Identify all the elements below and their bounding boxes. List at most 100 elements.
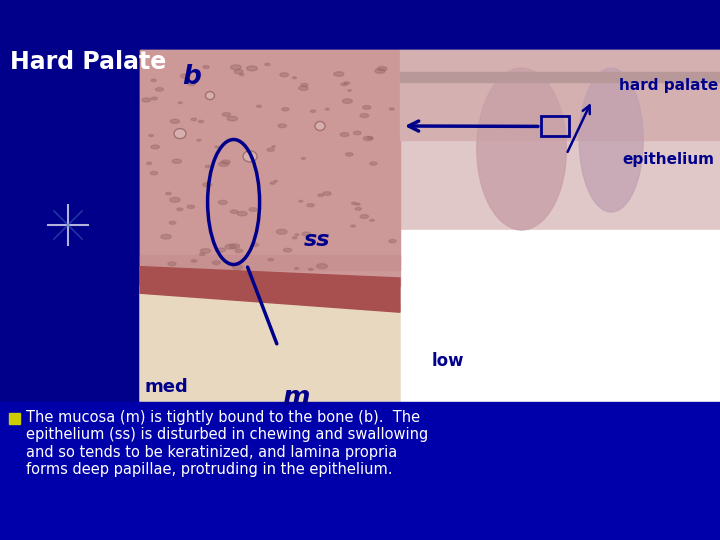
Ellipse shape (147, 162, 152, 165)
Ellipse shape (225, 244, 235, 249)
Ellipse shape (325, 109, 329, 110)
Polygon shape (140, 267, 400, 312)
Ellipse shape (200, 248, 210, 253)
Ellipse shape (348, 90, 351, 91)
Ellipse shape (156, 87, 163, 91)
Ellipse shape (265, 63, 270, 65)
Ellipse shape (354, 131, 361, 134)
Ellipse shape (268, 259, 274, 261)
Ellipse shape (169, 221, 176, 224)
Ellipse shape (302, 232, 310, 236)
Ellipse shape (276, 230, 287, 234)
Text: b: b (183, 64, 202, 90)
Ellipse shape (299, 86, 308, 90)
Ellipse shape (142, 98, 150, 102)
Text: hard palate: hard palate (618, 78, 718, 93)
Ellipse shape (166, 192, 171, 195)
Bar (140, 50, 400, 271)
Ellipse shape (302, 158, 305, 159)
Ellipse shape (271, 146, 275, 147)
Text: Maxilla: Maxilla (626, 15, 698, 33)
Ellipse shape (249, 208, 257, 211)
Ellipse shape (187, 205, 194, 208)
Bar (400, 50, 720, 230)
Ellipse shape (234, 70, 243, 74)
Ellipse shape (323, 192, 331, 195)
Ellipse shape (199, 253, 205, 255)
Ellipse shape (280, 73, 289, 77)
Text: ss: ss (304, 230, 330, 250)
Ellipse shape (238, 212, 247, 216)
Bar (140, 255, 400, 286)
Ellipse shape (356, 203, 360, 205)
Ellipse shape (181, 74, 190, 78)
Bar (9, 413, 20, 424)
Text: unerupted tooth: unerupted tooth (588, 27, 720, 42)
Ellipse shape (292, 77, 297, 79)
Ellipse shape (267, 148, 274, 151)
Bar (541, 117, 569, 137)
Ellipse shape (346, 153, 353, 156)
Bar (400, 230, 720, 430)
Text: The mucosa (m) is tightly bound to the bone (b).  The
epithelium (ss) is disturb: The mucosa (m) is tightly bound to the b… (26, 410, 428, 477)
Ellipse shape (168, 262, 176, 266)
Ellipse shape (230, 244, 240, 248)
Ellipse shape (222, 112, 230, 116)
Ellipse shape (161, 234, 171, 239)
Ellipse shape (205, 92, 215, 99)
Ellipse shape (351, 202, 356, 205)
Ellipse shape (360, 113, 369, 118)
Ellipse shape (251, 244, 258, 247)
Ellipse shape (364, 137, 373, 140)
Ellipse shape (294, 267, 299, 269)
Ellipse shape (307, 204, 315, 207)
Ellipse shape (174, 129, 186, 139)
Ellipse shape (151, 97, 158, 100)
Ellipse shape (197, 139, 201, 141)
Ellipse shape (299, 200, 302, 202)
Ellipse shape (301, 83, 308, 86)
Text: low: low (432, 352, 464, 370)
Ellipse shape (344, 82, 350, 84)
Bar (0, 402, 720, 540)
Bar (400, 72, 720, 83)
Ellipse shape (341, 83, 347, 86)
Ellipse shape (228, 116, 238, 121)
Ellipse shape (342, 99, 352, 103)
Text: epithelium: epithelium (622, 152, 714, 167)
Ellipse shape (230, 65, 241, 70)
Ellipse shape (310, 110, 315, 112)
Ellipse shape (333, 72, 344, 76)
Ellipse shape (318, 194, 323, 197)
Ellipse shape (199, 120, 204, 123)
Ellipse shape (363, 105, 371, 109)
Ellipse shape (177, 208, 183, 211)
Text: Hard Palate: Hard Palate (10, 50, 166, 74)
Ellipse shape (367, 137, 373, 139)
Ellipse shape (222, 160, 230, 164)
Ellipse shape (151, 79, 156, 82)
Ellipse shape (292, 237, 297, 239)
Ellipse shape (179, 102, 182, 104)
Ellipse shape (243, 151, 257, 162)
Ellipse shape (377, 66, 387, 71)
Ellipse shape (247, 66, 258, 71)
Ellipse shape (171, 119, 179, 124)
Ellipse shape (149, 134, 153, 137)
Ellipse shape (295, 234, 299, 235)
Ellipse shape (230, 210, 238, 213)
Ellipse shape (284, 248, 292, 252)
Ellipse shape (355, 207, 361, 210)
Bar (140, 50, 400, 430)
Ellipse shape (203, 183, 212, 187)
Ellipse shape (351, 225, 356, 227)
Ellipse shape (235, 249, 243, 253)
Ellipse shape (390, 108, 394, 110)
Ellipse shape (240, 73, 244, 76)
Ellipse shape (212, 261, 220, 265)
Ellipse shape (317, 264, 328, 268)
Ellipse shape (217, 248, 225, 252)
Ellipse shape (218, 200, 228, 205)
Ellipse shape (389, 239, 396, 243)
Ellipse shape (360, 214, 369, 218)
